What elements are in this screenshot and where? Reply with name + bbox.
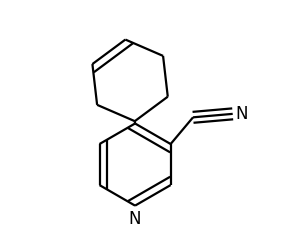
Text: N: N [129, 210, 141, 228]
Text: N: N [236, 105, 248, 123]
